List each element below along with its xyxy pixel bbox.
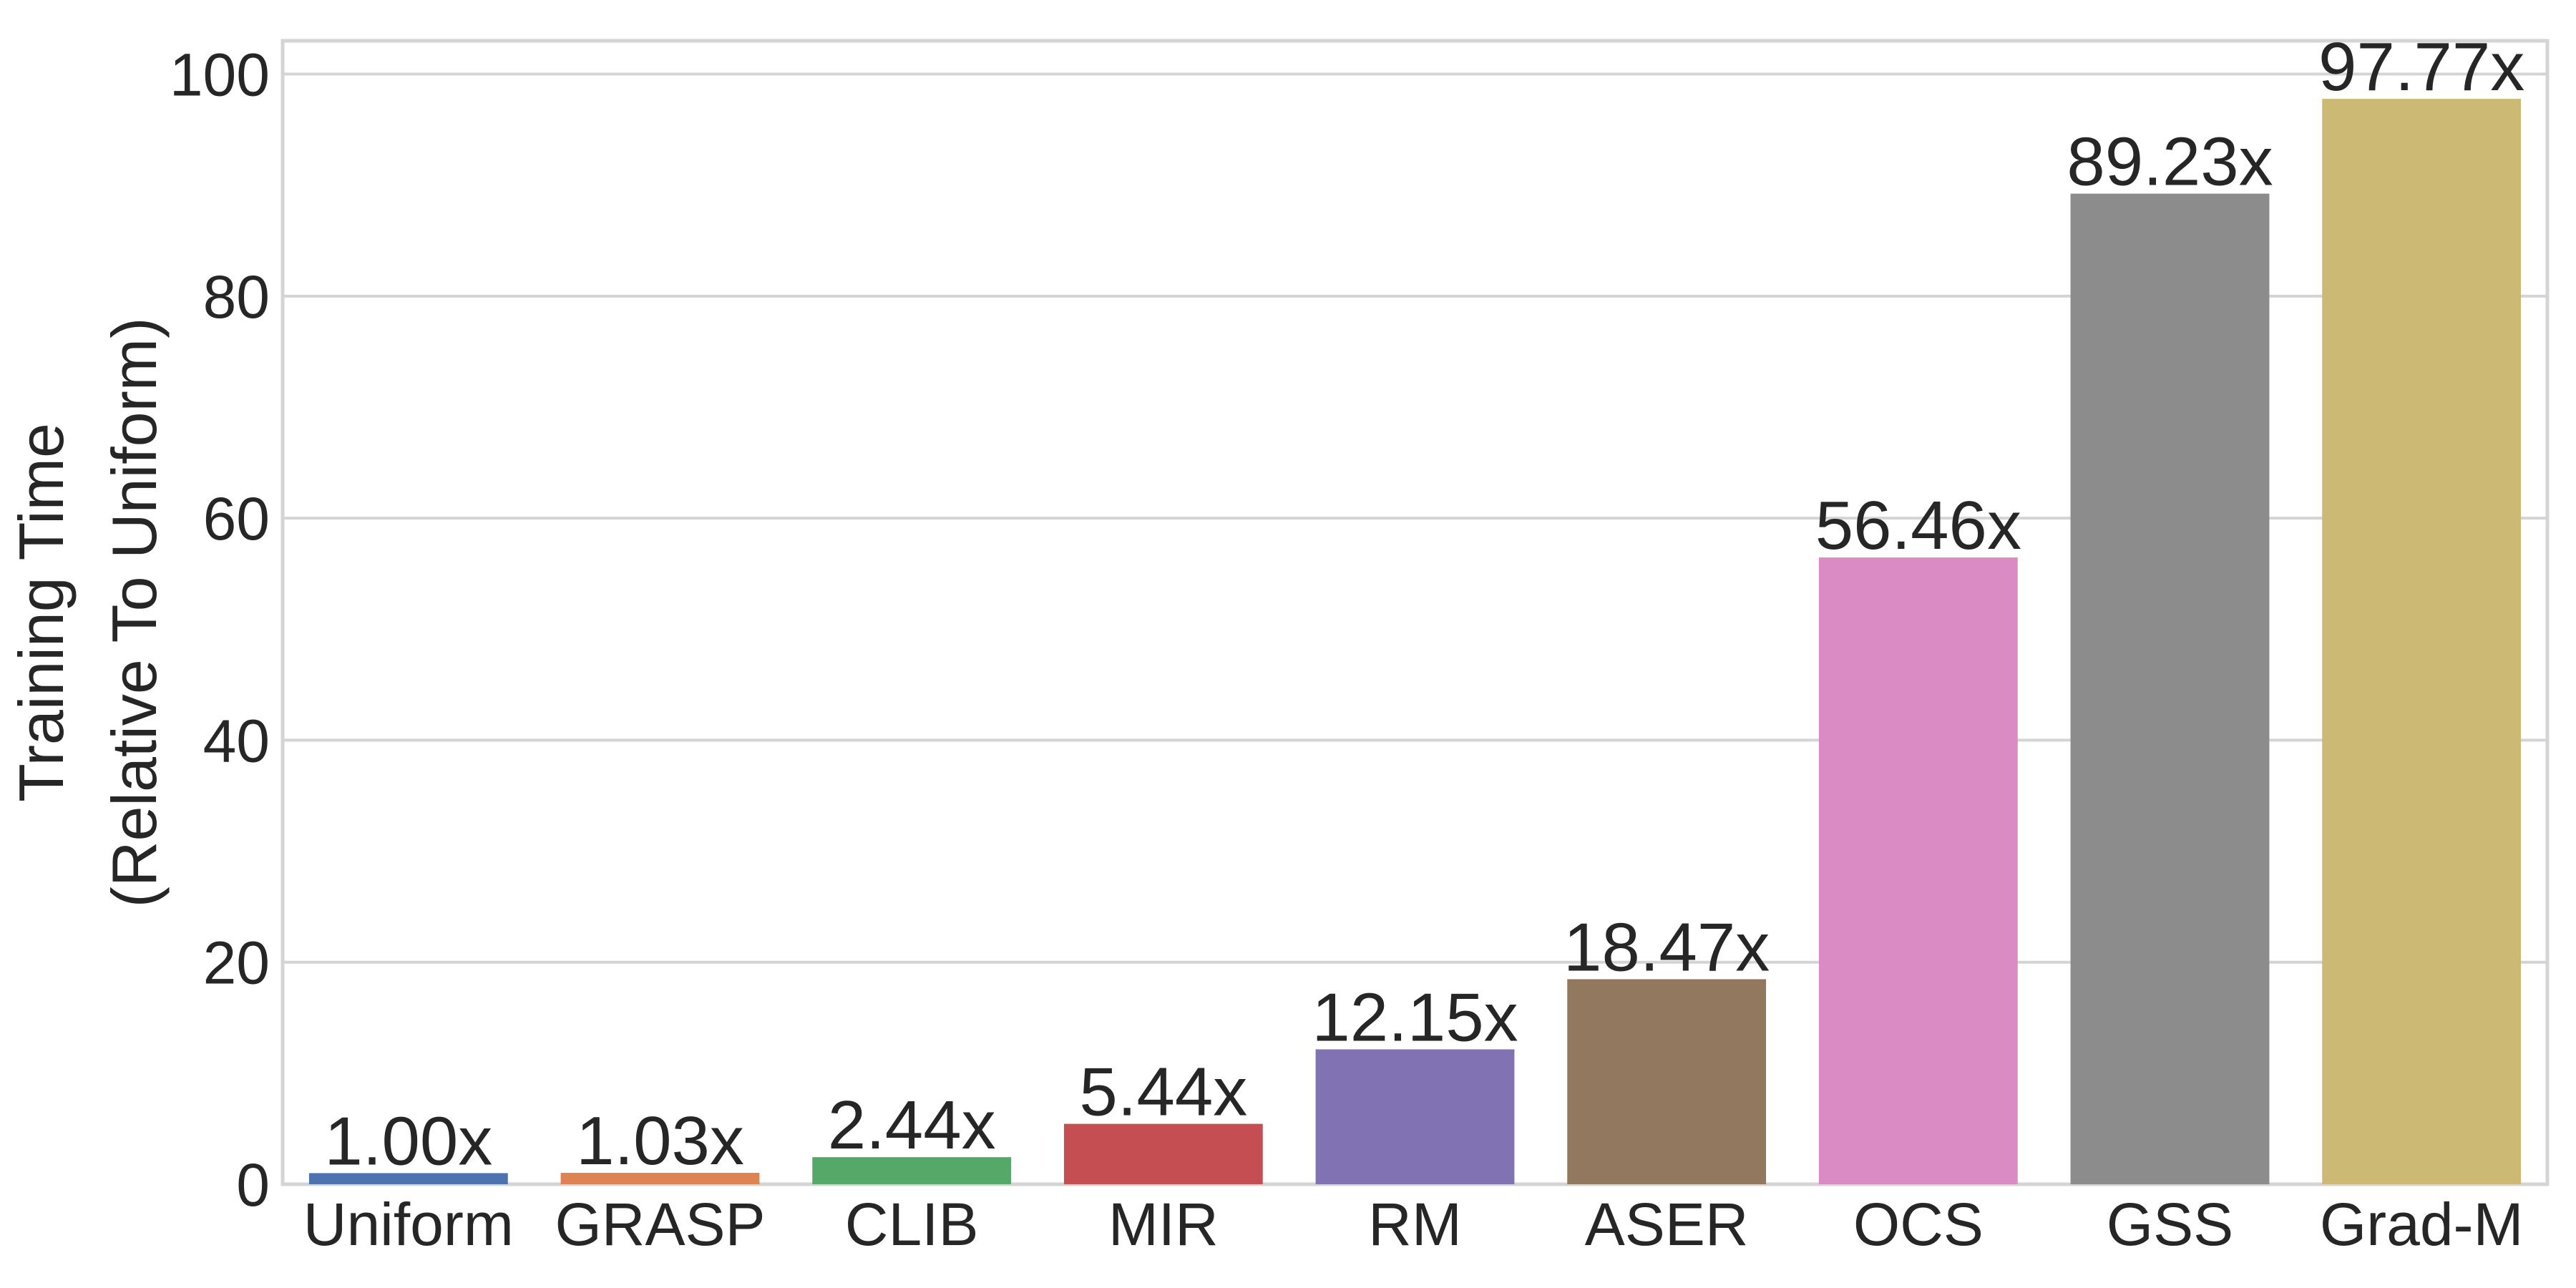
bar-clib	[812, 1157, 1012, 1184]
bar-mir	[1063, 1123, 1263, 1184]
data-label: 97.77x	[2318, 29, 2524, 105]
data-label: 2.44x	[828, 1087, 996, 1163]
bar-ocs	[1818, 557, 2018, 1184]
data-label: 89.23x	[2067, 124, 2273, 200]
data-labels: 1.00x 1.03x 2.44x 5.44x 12.15x 18.47x 56.46x 89…	[324, 29, 2524, 1179]
bar-rm	[1315, 1049, 1515, 1184]
bar-uniform	[308, 1173, 508, 1184]
data-label: 12.15x	[1312, 979, 1518, 1055]
y-tick-label: 40	[203, 707, 270, 774]
y-axis-label-line-2: (Relative To Uniform)	[99, 318, 170, 908]
y-axis-ticks: 0 20 40 60 80 100	[170, 42, 270, 1219]
x-tick-label: MIR	[1108, 1191, 1219, 1258]
x-tick-label: OCS	[1853, 1191, 1984, 1258]
y-tick-label: 60	[203, 485, 270, 552]
bar-grasp	[560, 1173, 760, 1184]
x-tick-label: Grad-M	[2320, 1191, 2524, 1258]
data-label: 56.46x	[1815, 487, 2021, 564]
x-tick-label: RM	[1368, 1191, 1462, 1258]
bar-grad-m	[2322, 99, 2522, 1185]
y-tick-label: 80	[203, 263, 270, 331]
x-tick-label: GSS	[2107, 1191, 2233, 1258]
bar-gss	[2070, 193, 2270, 1185]
x-tick-label: GRASP	[555, 1191, 765, 1258]
bars	[308, 99, 2522, 1185]
data-label: 1.00x	[324, 1103, 492, 1179]
x-tick-label: ASER	[1585, 1191, 1749, 1258]
y-tick-label: 20	[203, 930, 270, 997]
x-tick-label: CLIB	[845, 1191, 979, 1258]
y-tick-label: 0	[236, 1151, 270, 1219]
data-label: 18.47x	[1563, 909, 1770, 985]
data-label: 1.03x	[576, 1103, 744, 1179]
x-axis-ticks: Uniform GRASP CLIB MIR RM ASER OCS GSS Grad-M	[303, 1191, 2524, 1258]
y-tick-label: 100	[170, 42, 270, 109]
x-tick-label: Uniform	[303, 1191, 514, 1258]
y-axis-label-line-1: Training Time	[6, 423, 77, 802]
bar-aser	[1567, 979, 1767, 1184]
data-label: 5.44x	[1079, 1054, 1247, 1131]
